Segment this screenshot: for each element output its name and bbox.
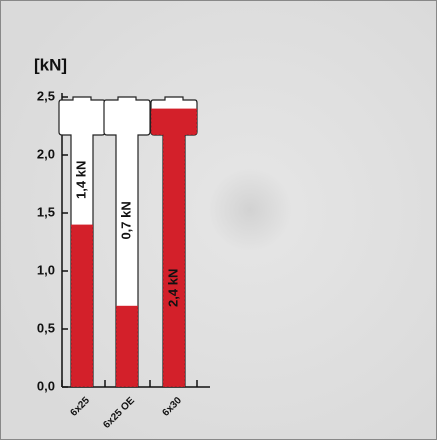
value-label: 1,4 kN bbox=[73, 161, 88, 199]
bolt-thread bbox=[103, 96, 151, 388]
y-tick-label: 2,0 bbox=[37, 146, 55, 161]
value-label: 0,7 kN bbox=[118, 201, 133, 239]
y-tick-label: 2,5 bbox=[37, 88, 55, 103]
bolt-thread bbox=[150, 96, 198, 388]
chart-title: [kN] bbox=[34, 55, 67, 74]
bolt-thread bbox=[58, 96, 106, 388]
y-tick-label: 1,5 bbox=[37, 204, 55, 219]
value-label: 2,4 kN bbox=[165, 269, 180, 307]
y-tick-label: 1,0 bbox=[37, 262, 55, 277]
y-tick-label: 0,0 bbox=[37, 378, 55, 393]
y-tick-label: 0,5 bbox=[37, 320, 55, 335]
